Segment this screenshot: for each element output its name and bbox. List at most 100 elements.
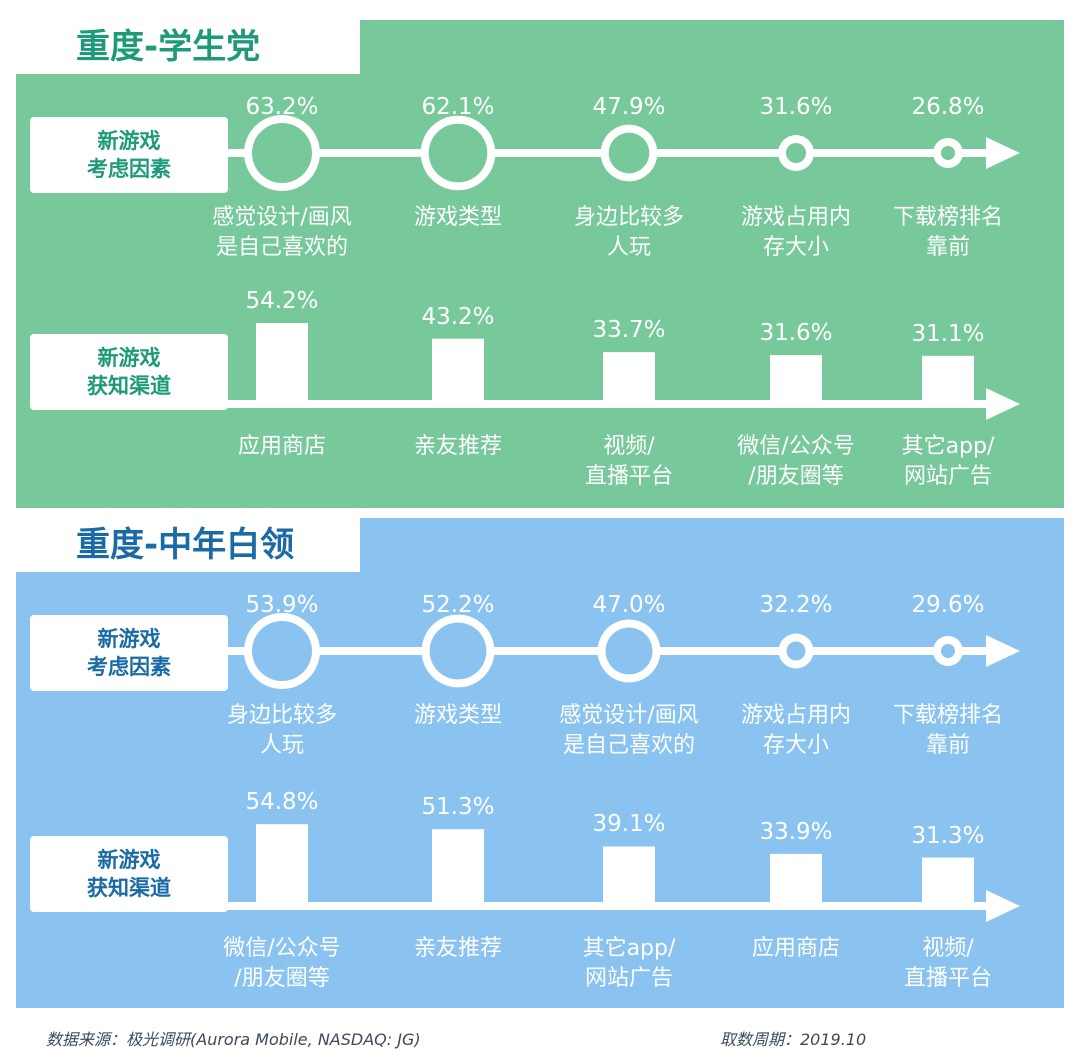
consider-value-label: 62.1% <box>421 94 495 120</box>
consider-category-label: 下载榜排名 靠前 <box>863 701 1033 761</box>
channel-bar <box>432 829 484 902</box>
consider-bubble-inner <box>252 621 312 681</box>
consider-value-label: 26.8% <box>911 94 985 120</box>
consider-bubble-outer <box>597 619 661 683</box>
consider-axis-arrowhead <box>986 137 1020 169</box>
channel-value-label: 54.2% <box>245 288 319 315</box>
consider-bubble <box>605 627 654 676</box>
category-label-line: 游戏占用内 <box>740 703 851 728</box>
channel-bar <box>603 352 655 400</box>
consider-bubble-inner <box>608 132 650 174</box>
consider-bubble-inner <box>605 627 653 675</box>
row-label-line: 获知渠道 <box>87 374 171 398</box>
consider-value-label: 52.2% <box>421 592 495 618</box>
category-label-line: 网站广告 <box>903 464 992 489</box>
category-label-line: /朋友圈等 <box>748 464 844 489</box>
category-label-line: 存大小 <box>762 733 829 758</box>
row-label-line: 获知渠道 <box>87 876 171 900</box>
panel-title: 重度-中年白领 <box>76 525 295 565</box>
category-label-line: 人玩 <box>606 235 651 260</box>
consider-bubble-outer <box>244 613 320 689</box>
consider-bubble-outer <box>420 115 496 191</box>
consider-axis-arrowhead <box>986 635 1020 667</box>
category-label-line: 视频/ <box>603 434 655 459</box>
category-label-line: 游戏类型 <box>413 205 502 230</box>
category-label-line: 存大小 <box>762 235 829 260</box>
channel-category-label: 应用商店 <box>197 432 367 462</box>
channel-bar <box>770 355 822 400</box>
category-label-line: /朋友圈等 <box>234 966 330 991</box>
consider-value-label: 47.0% <box>592 592 666 618</box>
channel-bar <box>603 846 655 902</box>
row-label-line: 新游戏 <box>97 627 161 651</box>
consider-category-label: 游戏类型 <box>373 203 543 233</box>
row-label-line: 新游戏 <box>97 129 161 153</box>
consider-bubble-inner <box>428 123 488 183</box>
consider-category-label: 下载榜排名 靠前 <box>863 203 1033 263</box>
channel-category-label: 亲友推荐 <box>373 432 543 462</box>
data-period: 取数周期：2019.10 <box>720 1030 867 1049</box>
category-label-line: 亲友推荐 <box>413 434 502 459</box>
panel-title-tab: 重度-中年白领 <box>16 518 360 572</box>
channel-category-label: 其它app/网站广告 <box>544 934 714 994</box>
channel-value-label: 31.3% <box>911 822 985 849</box>
consider-bubble <box>940 643 956 659</box>
consider-bubble-outer <box>933 636 963 666</box>
consider-value-label: 29.6% <box>911 592 985 618</box>
channel-category-label: 微信/公众号/朋友圈等 <box>197 934 367 994</box>
consider-category-label: 游戏占用内 存大小 <box>711 701 881 761</box>
data-source: 数据来源：极光调研(Aurora Mobile, NASDAQ: JG) <box>46 1030 421 1049</box>
consider-value-label: 63.2% <box>245 94 319 120</box>
channel-category-label: 微信/公众号/朋友圈等 <box>711 432 881 492</box>
consider-bubble <box>429 622 488 681</box>
consider-bubble <box>251 620 313 682</box>
consider-bubble <box>785 142 807 164</box>
category-label-line: 视频/ <box>922 936 974 961</box>
consider-bubble-inner <box>786 641 806 661</box>
channel-category-label: 视频/直播平台 <box>544 432 714 492</box>
category-label-line: 微信/公众号 <box>737 434 855 459</box>
consider-bubble <box>786 641 807 662</box>
channel-bar <box>256 824 308 902</box>
consider-value-label: 53.9% <box>245 592 319 618</box>
office-worker-panel: 重度-中年白领 新游戏 考虑因素 新游戏 获知渠道 53.9% 身边比较多 人玩 52… <box>16 518 1064 1008</box>
category-label-line: 下载榜排名 <box>892 205 1003 230</box>
channel-value-label: 51.3% <box>421 794 495 821</box>
channel-row-label: 新游戏 获知渠道 <box>30 334 228 410</box>
channel-value-label: 54.8% <box>245 789 319 816</box>
consider-bubble-inner <box>941 644 955 658</box>
channel-bar <box>922 857 974 902</box>
category-label-line: 靠前 <box>925 235 970 260</box>
channel-bar <box>922 355 974 400</box>
row-label-line: 考虑因素 <box>87 157 171 181</box>
consider-bubble-outer <box>933 138 963 168</box>
consider-row-label: 新游戏 考虑因素 <box>30 117 228 193</box>
consider-category-label: 身边比较多 人玩 <box>544 203 714 263</box>
consider-value-label: 32.2% <box>759 592 833 618</box>
category-label-line: 其它app/ <box>582 936 676 961</box>
consider-bubble-outer <box>777 134 815 172</box>
consider-bubble <box>428 123 489 184</box>
channel-axis-arrowhead <box>986 388 1020 420</box>
category-label-line: 网站广告 <box>584 966 673 991</box>
panel-title: 重度-学生党 <box>76 27 261 67</box>
consider-bubble-outer <box>778 633 814 669</box>
channel-category-label: 应用商店 <box>711 934 881 964</box>
channel-value-label: 33.7% <box>592 317 666 344</box>
consider-category-label: 感觉设计/画风 是自己喜欢的 <box>544 701 714 761</box>
consider-bubble <box>608 132 651 175</box>
channel-value-label: 43.2% <box>421 303 495 330</box>
consider-bubble-inner <box>252 123 312 183</box>
channel-value-label: 39.1% <box>592 811 666 838</box>
category-label-line: 人玩 <box>259 733 304 758</box>
consider-bubble <box>940 145 956 161</box>
category-label-line: 感觉设计/画风 <box>212 205 352 230</box>
consider-category-label: 游戏占用内 存大小 <box>711 203 881 263</box>
category-label-line: 是自己喜欢的 <box>215 235 348 260</box>
consider-category-label: 游戏类型 <box>373 701 543 731</box>
student-panel: 重度-学生党 新游戏 考虑因素 新游戏 获知渠道 63.2% 感觉设计/画风 是自己… <box>16 20 1064 508</box>
consider-bubble-inner <box>429 622 487 680</box>
category-label-line: 靠前 <box>925 733 970 758</box>
channel-category-label: 其它app/网站广告 <box>863 432 1033 492</box>
consider-bubble <box>251 122 313 184</box>
